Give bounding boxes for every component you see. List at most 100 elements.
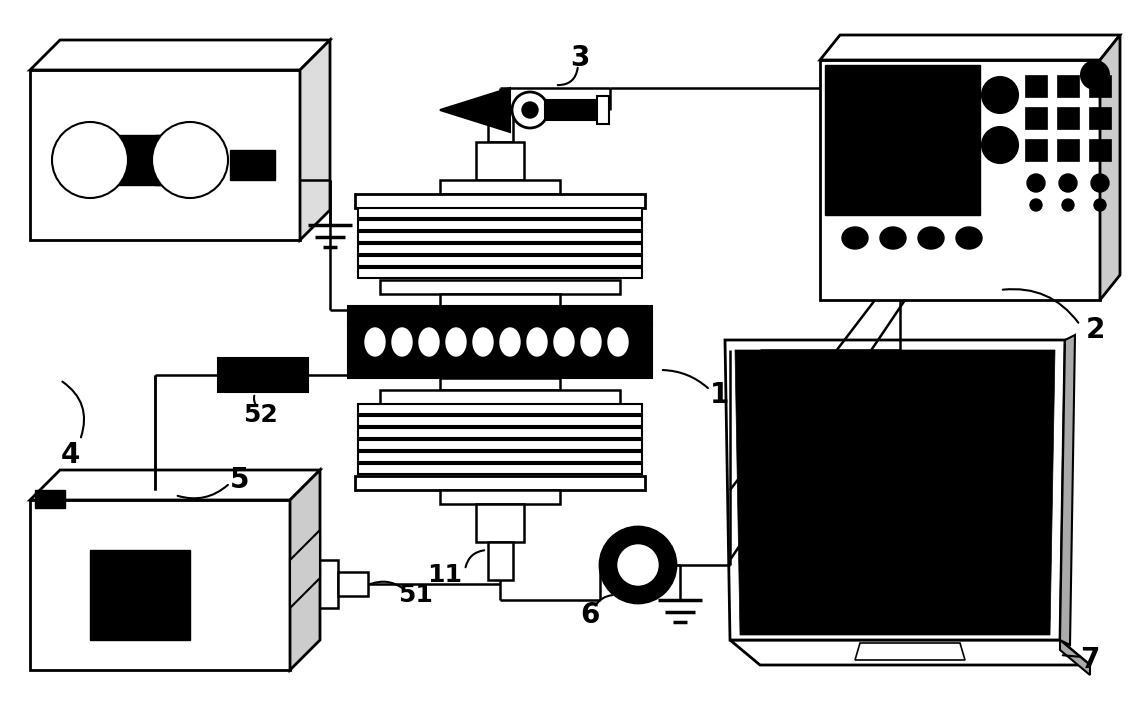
Bar bbox=[1089, 139, 1111, 161]
Ellipse shape bbox=[419, 328, 439, 356]
Circle shape bbox=[1092, 174, 1109, 192]
Ellipse shape bbox=[918, 227, 944, 249]
Ellipse shape bbox=[365, 328, 385, 356]
Circle shape bbox=[522, 102, 538, 118]
Bar bbox=[475, 504, 523, 542]
Bar bbox=[358, 428, 642, 438]
Ellipse shape bbox=[608, 328, 628, 356]
Bar bbox=[35, 490, 65, 508]
Bar bbox=[379, 390, 620, 404]
Bar bbox=[358, 404, 642, 414]
Text: 5: 5 bbox=[230, 466, 250, 494]
Circle shape bbox=[152, 122, 227, 198]
Bar bbox=[440, 490, 560, 504]
Text: 6: 6 bbox=[581, 601, 600, 629]
Circle shape bbox=[600, 527, 676, 603]
Bar bbox=[115, 135, 170, 185]
Ellipse shape bbox=[527, 328, 547, 356]
Polygon shape bbox=[1100, 35, 1120, 300]
Bar bbox=[488, 112, 513, 142]
Ellipse shape bbox=[880, 227, 906, 249]
Polygon shape bbox=[290, 530, 320, 608]
Bar bbox=[355, 194, 645, 208]
Bar bbox=[90, 550, 190, 640]
Bar bbox=[475, 142, 523, 180]
Ellipse shape bbox=[446, 328, 466, 356]
Bar bbox=[155, 135, 210, 185]
Polygon shape bbox=[1060, 640, 1090, 675]
Polygon shape bbox=[1060, 335, 1076, 645]
Bar bbox=[358, 256, 642, 266]
Ellipse shape bbox=[554, 328, 574, 356]
Polygon shape bbox=[290, 470, 320, 670]
Circle shape bbox=[618, 545, 658, 585]
Bar bbox=[820, 60, 1100, 300]
Bar bbox=[290, 560, 338, 608]
Circle shape bbox=[1060, 174, 1077, 192]
Bar bbox=[358, 268, 642, 278]
Polygon shape bbox=[299, 40, 330, 240]
Bar bbox=[358, 440, 642, 450]
Circle shape bbox=[1094, 199, 1106, 211]
Circle shape bbox=[1028, 174, 1045, 192]
Bar bbox=[358, 452, 642, 462]
Bar bbox=[440, 180, 560, 194]
Circle shape bbox=[982, 127, 1018, 163]
Bar bbox=[30, 500, 290, 670]
Bar bbox=[440, 294, 560, 306]
Ellipse shape bbox=[473, 328, 493, 356]
Ellipse shape bbox=[581, 328, 601, 356]
Polygon shape bbox=[30, 40, 330, 70]
Polygon shape bbox=[725, 340, 1065, 640]
Circle shape bbox=[512, 92, 547, 128]
Bar bbox=[1057, 139, 1079, 161]
Ellipse shape bbox=[392, 328, 411, 356]
Text: 1: 1 bbox=[711, 381, 729, 409]
Bar bbox=[488, 542, 513, 580]
Bar bbox=[1057, 75, 1079, 97]
Bar bbox=[545, 100, 600, 120]
Circle shape bbox=[982, 77, 1018, 113]
Bar bbox=[1089, 107, 1111, 129]
Polygon shape bbox=[730, 640, 1090, 665]
Text: 2: 2 bbox=[1086, 316, 1104, 344]
Bar bbox=[597, 96, 609, 124]
Bar bbox=[355, 476, 645, 490]
Bar bbox=[358, 208, 642, 218]
Bar bbox=[1057, 107, 1079, 129]
Bar bbox=[347, 360, 652, 378]
Circle shape bbox=[1062, 199, 1074, 211]
Circle shape bbox=[158, 128, 222, 192]
Text: 4: 4 bbox=[61, 441, 80, 469]
Bar bbox=[1025, 107, 1047, 129]
Bar bbox=[1089, 75, 1111, 97]
Bar bbox=[218, 358, 307, 392]
Bar bbox=[358, 416, 642, 426]
Polygon shape bbox=[30, 470, 320, 500]
Bar bbox=[230, 150, 275, 180]
Bar bbox=[1025, 139, 1047, 161]
Bar bbox=[379, 280, 620, 294]
Bar bbox=[347, 324, 652, 360]
Bar bbox=[825, 65, 980, 215]
Polygon shape bbox=[855, 643, 965, 660]
Circle shape bbox=[58, 128, 122, 192]
Circle shape bbox=[1081, 61, 1109, 89]
Polygon shape bbox=[735, 350, 1055, 635]
Bar bbox=[440, 378, 560, 390]
Text: 3: 3 bbox=[570, 44, 590, 72]
Bar bbox=[338, 572, 368, 596]
Text: 51: 51 bbox=[398, 583, 432, 607]
Bar bbox=[1025, 75, 1047, 97]
Ellipse shape bbox=[842, 227, 868, 249]
Ellipse shape bbox=[499, 328, 520, 356]
Text: 7: 7 bbox=[1080, 646, 1100, 674]
Bar bbox=[358, 232, 642, 242]
Polygon shape bbox=[440, 88, 510, 132]
Bar bbox=[358, 464, 642, 474]
Polygon shape bbox=[820, 35, 1120, 60]
Bar bbox=[347, 306, 652, 324]
Circle shape bbox=[1030, 199, 1042, 211]
Text: 11: 11 bbox=[427, 563, 463, 587]
Bar bbox=[358, 220, 642, 230]
